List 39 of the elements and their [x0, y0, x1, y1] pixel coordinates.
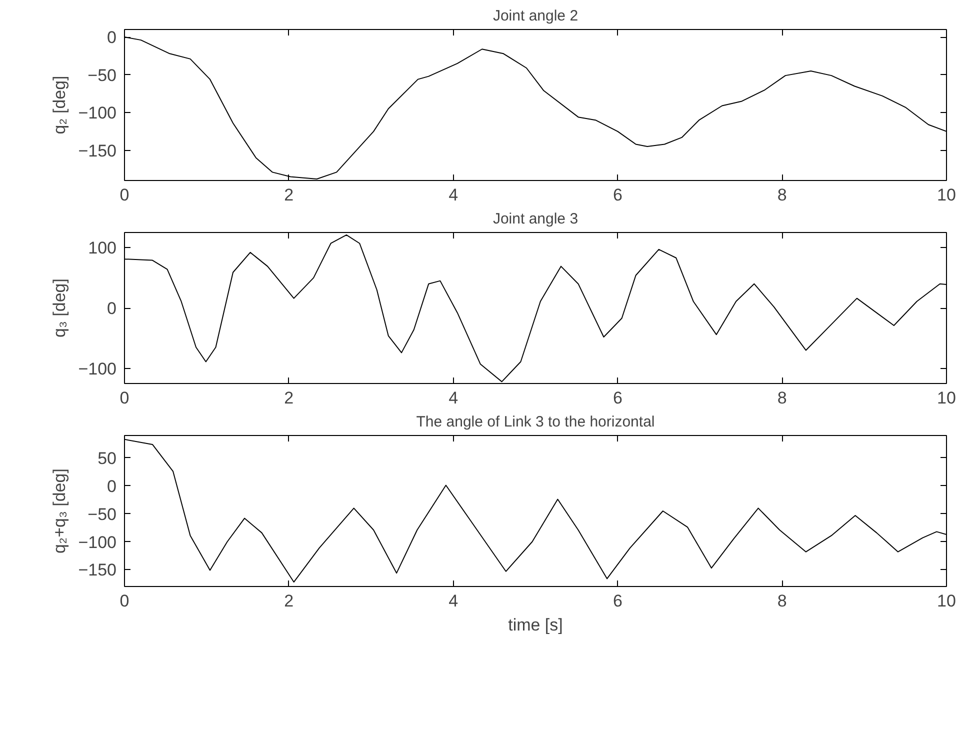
- y-tick-label: −100: [78, 359, 117, 378]
- x-tick-label: 8: [777, 592, 787, 610]
- y-axis-title: q₂+q₃ [deg]: [50, 468, 70, 554]
- x-tick-label: 0: [120, 592, 130, 610]
- x-tick-label: 10: [937, 388, 956, 408]
- x-tick-label: 0: [120, 388, 130, 408]
- x-tick-label: 6: [612, 186, 622, 204]
- x-tick-label: 10: [937, 592, 956, 610]
- line-series: [124, 234, 946, 382]
- x-tick-label: 2: [284, 388, 294, 408]
- chart-title: The angle of Link 3 to the horizontal: [416, 414, 655, 430]
- y-tick-label: 100: [88, 238, 117, 258]
- x-tick-label: 2: [284, 592, 294, 610]
- x-tick-label: 6: [612, 388, 622, 408]
- y-axis-title: q₂ [deg]: [50, 76, 70, 134]
- y-tick-label: −100: [78, 532, 117, 552]
- x-tick-label: 10: [937, 186, 956, 204]
- y-tick-label: −50: [88, 66, 117, 85]
- line-series: [124, 438, 946, 583]
- y-tick-label: 0: [107, 28, 117, 48]
- x-tick-label: 8: [777, 388, 787, 408]
- y-tick-label: 0: [107, 299, 117, 318]
- y-tick-label: 0: [107, 476, 117, 496]
- x-tick-label: 2: [284, 186, 294, 204]
- y-tick-label: −100: [78, 104, 117, 123]
- x-tick-label: 4: [448, 388, 458, 408]
- x-tick-label: 6: [612, 592, 622, 610]
- x-axis-title: time [s]: [508, 616, 563, 634]
- x-tick-label: 0: [120, 186, 130, 204]
- y-tick-label: 50: [98, 448, 117, 468]
- x-tick-label: 4: [448, 186, 458, 204]
- chart-title: Joint angle 2: [492, 8, 578, 24]
- x-tick-label: 4: [448, 592, 458, 610]
- y-axis-title: q₃ [deg]: [50, 278, 70, 338]
- chart-title: Joint angle 3: [492, 210, 578, 228]
- y-tick-label: −150: [78, 141, 117, 160]
- y-tick-label: −150: [78, 560, 117, 580]
- y-tick-label: −50: [88, 504, 117, 524]
- x-tick-label: 8: [777, 186, 787, 204]
